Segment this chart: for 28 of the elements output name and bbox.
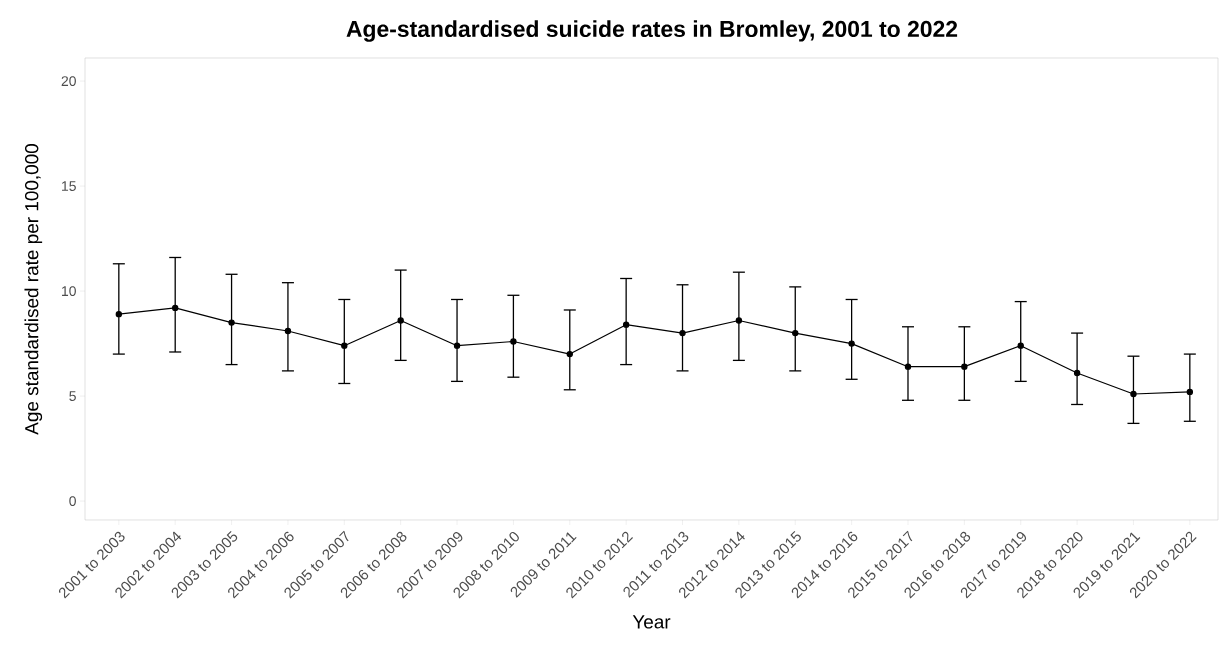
y-axis-title: Age standardised rate per 100,000 xyxy=(24,144,43,435)
point xyxy=(453,342,461,349)
y-tick-label: 10 xyxy=(62,286,76,297)
point xyxy=(904,363,912,370)
point xyxy=(679,329,686,337)
point xyxy=(566,350,573,358)
point xyxy=(1130,390,1137,398)
point xyxy=(172,304,179,312)
point xyxy=(622,321,630,328)
y-tick-label: 5 xyxy=(69,391,76,401)
y-tick-label: 15 xyxy=(62,181,76,191)
point xyxy=(1017,342,1024,349)
point xyxy=(115,310,123,318)
point xyxy=(510,338,517,345)
point xyxy=(735,317,743,324)
x-axis-title: Year xyxy=(632,615,671,629)
point xyxy=(848,340,855,347)
point xyxy=(1073,369,1081,377)
chart-title: Age-standardised suicide rates in Bromley, 2001 to 2022 xyxy=(346,20,958,42)
point xyxy=(228,319,235,326)
y-tick-label: 0 xyxy=(69,496,76,507)
y-tick-label: 20 xyxy=(61,76,76,87)
point xyxy=(397,317,404,324)
point xyxy=(961,363,968,370)
point xyxy=(792,329,799,337)
point xyxy=(284,327,292,335)
point xyxy=(341,342,348,349)
point xyxy=(1186,388,1194,396)
